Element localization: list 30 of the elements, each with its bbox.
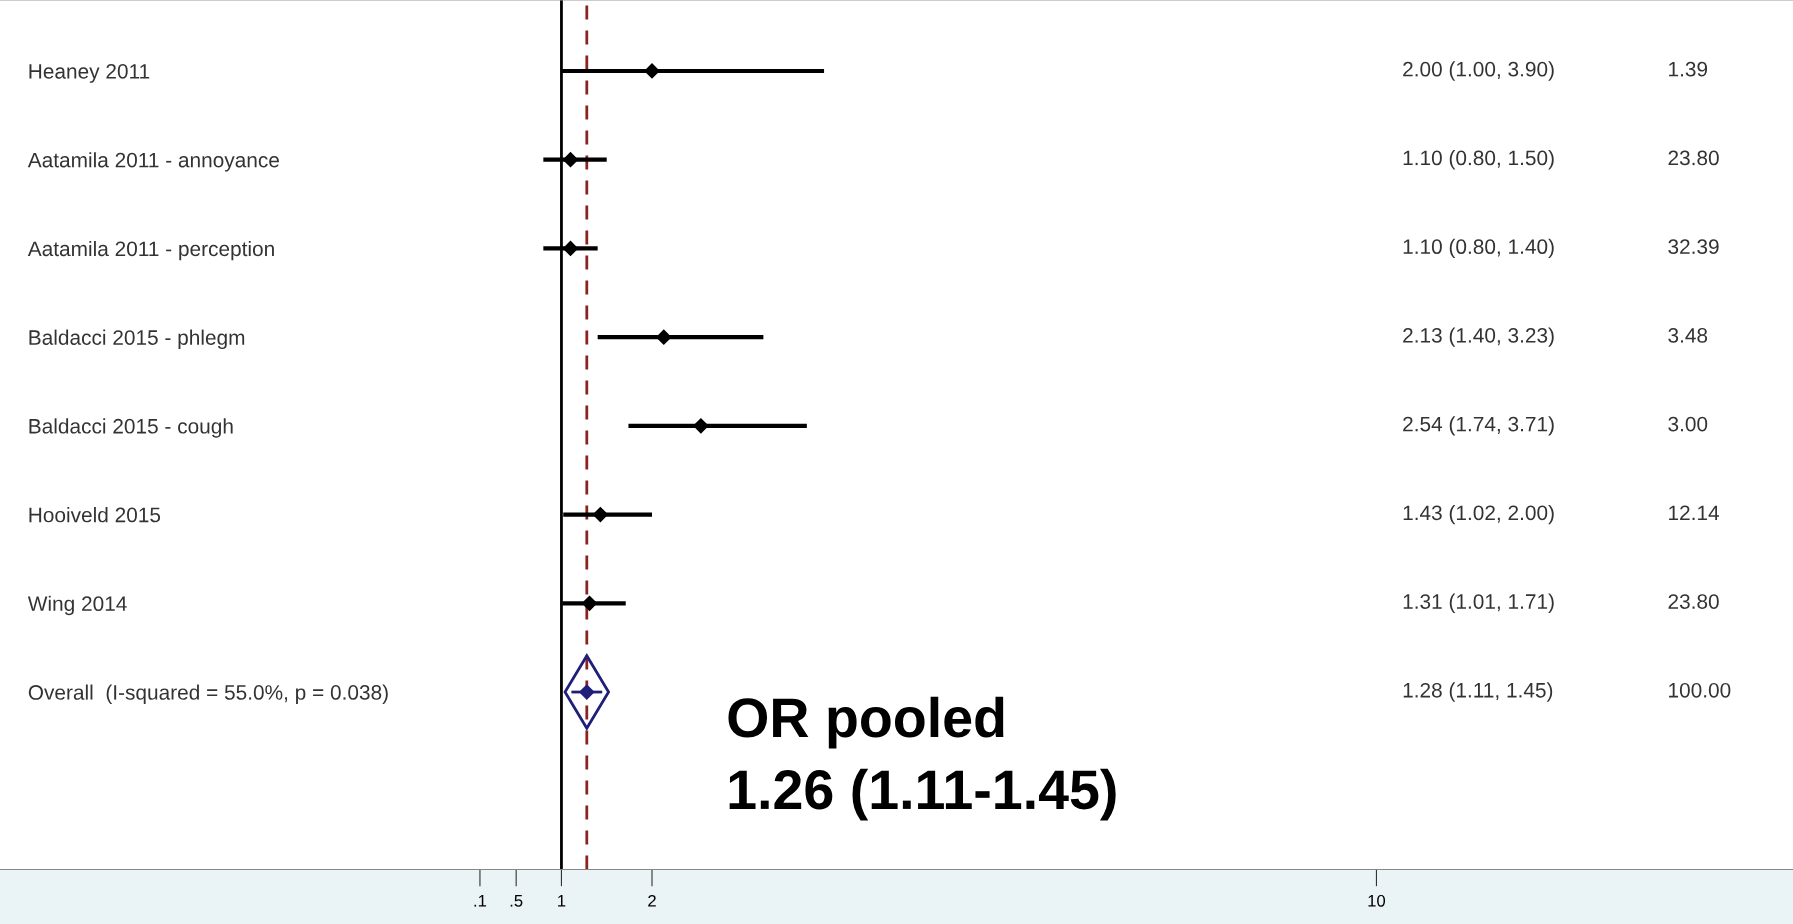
x-tick-label: .1 <box>474 895 487 907</box>
annotation: 12.14 <box>1669 505 1720 520</box>
x-tick-label: .5 <box>510 895 523 907</box>
y-tick-label: Wing 2014 <box>27 595 127 616</box>
y-tick-label: Heaney 2011 <box>29 63 150 83</box>
annotation: 1.31 (1.01, 1.71) <box>1403 593 1554 614</box>
annotation: 1.43 (1.02, 2.00) <box>1403 504 1554 525</box>
x-tick-label: 10 <box>1368 894 1386 907</box>
annotation: 23.80 <box>1668 594 1719 609</box>
y-tick-label: Baldacci 2015 - cough <box>29 418 233 438</box>
annotation: 3.00 <box>1668 416 1708 432</box>
annotation: 3.48 <box>1668 327 1708 343</box>
y-tick-label: Aatamila 2011 - perception <box>27 240 274 261</box>
annotation: 1.39 <box>1669 61 1708 77</box>
y-tick-label: Baldacci 2015 - phlegm <box>29 329 245 350</box>
y-tick-label: Overall (I-squared = 55.0%, p = 0.038) <box>28 684 388 704</box>
annotation: 2.13 (1.40, 3.23) <box>1403 327 1554 347</box>
x-tick-label: 2 <box>648 894 656 907</box>
annotation: 2.00 (1.00, 3.90) <box>1403 61 1554 81</box>
annotation: 1.28 (1.11, 1.45) <box>1403 682 1553 702</box>
annotation: OR pooled 1.26 (1.11-1.45) <box>728 696 1116 821</box>
annotation: 23.80 <box>1668 150 1719 166</box>
annotation: 1.10 (0.80, 1.50) <box>1403 149 1554 170</box>
annotation: 2.54 (1.74, 3.71) <box>1403 416 1554 436</box>
annotation: 32.39 <box>1668 239 1719 255</box>
x-tick-label: 1 <box>558 895 566 907</box>
annotation: 100.00 <box>1669 682 1731 698</box>
y-tick-label: Hooiveld 2015 <box>29 507 161 523</box>
annotation: 1.10 (0.80, 1.40) <box>1403 238 1554 259</box>
y-tick-label: Aatamila 2011 - annoyance <box>27 152 279 172</box>
